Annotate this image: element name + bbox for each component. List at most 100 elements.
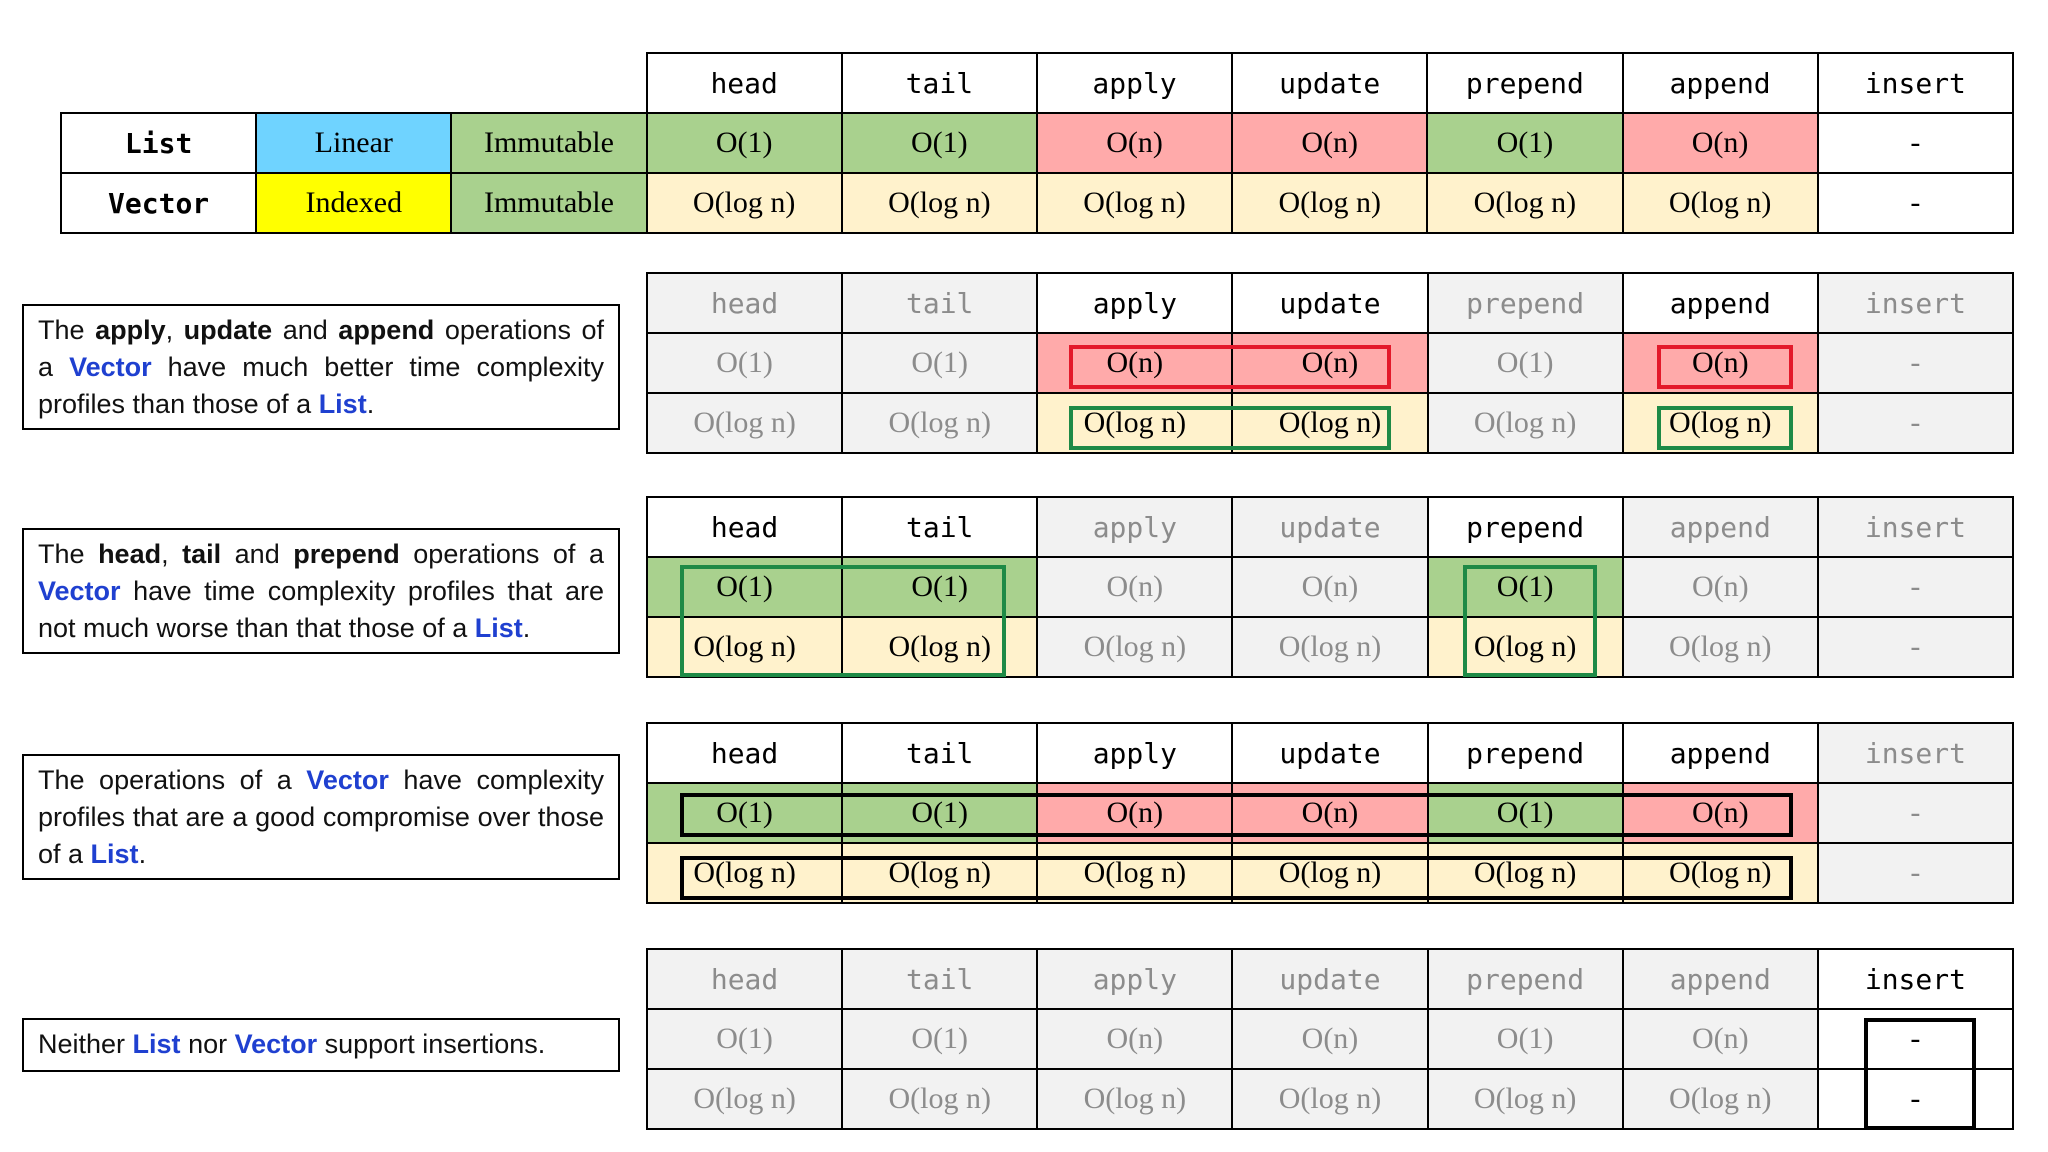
complexity-table-better: head tail apply update prepend append in… [645, 272, 2015, 454]
vector-update: O(log n) [1231, 392, 1429, 454]
vector-append: O(log n) [1621, 172, 1819, 234]
list-tail: O(1) [841, 556, 1039, 618]
vector-append: O(log n) [1621, 1068, 1819, 1130]
list-apply: O(n) [1036, 332, 1234, 394]
header-append: append [1621, 52, 1819, 114]
list-apply: O(n) [1036, 782, 1234, 844]
header-update: update [1231, 272, 1429, 334]
list-insert: - [1816, 1008, 2015, 1070]
note-compromise: The operations of a Vector have complexi… [22, 754, 620, 880]
list-append: O(n) [1621, 1008, 1819, 1070]
list-append: O(n) [1621, 556, 1819, 618]
list-insert: - [1816, 112, 2015, 174]
vector-prepend: O(log n) [1426, 392, 1624, 454]
vector-tail: O(log n) [841, 1068, 1039, 1130]
header-tail: tail [841, 948, 1039, 1010]
header-tail: tail [841, 272, 1039, 334]
mutability-vector: Immutable [450, 172, 648, 234]
list-head: O(1) [645, 556, 844, 618]
mutability-list: Immutable [450, 112, 648, 174]
vector-insert: - [1816, 842, 2015, 904]
header-update: update [1231, 948, 1429, 1010]
header-insert: insert [1816, 272, 2015, 334]
complexity-table-compromise: head tail apply update prepend append in… [645, 722, 2015, 904]
header-head: head [645, 496, 844, 558]
vector-insert: - [1816, 616, 2015, 678]
complexity-table-main: head tail apply update prepend append in… [59, 52, 2015, 234]
list-update: O(n) [1231, 332, 1429, 394]
list-insert: - [1816, 556, 2015, 618]
list-update: O(n) [1231, 782, 1429, 844]
list-tail: O(1) [840, 112, 1038, 174]
vector-update: O(log n) [1231, 1068, 1429, 1130]
vector-tail: O(log n) [841, 616, 1039, 678]
list-tail: O(1) [841, 1008, 1039, 1070]
header-head: head [645, 722, 844, 784]
kind-vector: Indexed [255, 172, 453, 234]
vector-tail: O(log n) [841, 842, 1039, 904]
list-apply: O(n) [1036, 556, 1234, 618]
list-apply: O(n) [1035, 112, 1234, 174]
vector-head: O(log n) [645, 616, 844, 678]
complexity-table-similar: head tail apply update prepend append in… [645, 496, 2015, 678]
vector-append: O(log n) [1621, 842, 1819, 904]
header-insert: insert [1816, 948, 2015, 1010]
vector-apply: O(log n) [1036, 842, 1234, 904]
vector-head: O(log n) [645, 392, 844, 454]
list-append: O(n) [1621, 332, 1819, 394]
list-tail: O(1) [841, 782, 1039, 844]
list-prepend: O(1) [1426, 332, 1624, 394]
header-update: update [1231, 52, 1429, 114]
header-insert: insert [1816, 496, 2015, 558]
list-update: O(n) [1231, 556, 1429, 618]
list-head: O(1) [645, 782, 844, 844]
list-head: O(1) [645, 1008, 844, 1070]
header-apply: apply [1035, 52, 1234, 114]
header-apply: apply [1036, 496, 1234, 558]
list-update: O(n) [1231, 1008, 1429, 1070]
header-append: append [1621, 496, 1819, 558]
vector-insert: - [1816, 172, 2015, 234]
list-insert: - [1816, 332, 2015, 394]
list-append: O(n) [1621, 782, 1819, 844]
header-prepend: prepend [1426, 948, 1624, 1010]
vector-prepend: O(log n) [1426, 1068, 1624, 1130]
header-update: update [1231, 496, 1429, 558]
row-name-vector: Vector [59, 172, 258, 234]
header-prepend: prepend [1426, 496, 1624, 558]
vector-insert: - [1816, 1068, 2015, 1130]
header-append: append [1621, 948, 1819, 1010]
note-similar-ops: The head, tail and prepend operations of… [22, 528, 620, 654]
vector-insert: - [1816, 392, 2015, 454]
vector-update: O(log n) [1231, 616, 1429, 678]
header-tail: tail [841, 722, 1039, 784]
list-prepend: O(1) [1426, 1008, 1624, 1070]
empty-cell [61, 53, 256, 113]
empty-cell [256, 53, 451, 113]
list-prepend: O(1) [1426, 112, 1624, 174]
header-append: append [1621, 272, 1819, 334]
header-tail: tail [841, 496, 1039, 558]
list-apply: O(n) [1036, 1008, 1234, 1070]
list-prepend: O(1) [1426, 782, 1624, 844]
vector-update: O(log n) [1231, 842, 1429, 904]
vector-prepend: O(log n) [1426, 842, 1624, 904]
list-prepend: O(1) [1426, 556, 1624, 618]
vector-apply: O(log n) [1035, 172, 1234, 234]
vector-head: O(log n) [645, 842, 844, 904]
vector-apply: O(log n) [1036, 392, 1234, 454]
header-head: head [645, 272, 844, 334]
list-insert: - [1816, 782, 2015, 844]
vector-append: O(log n) [1621, 616, 1819, 678]
header-append: append [1621, 722, 1819, 784]
vector-apply: O(log n) [1036, 1068, 1234, 1130]
header-head: head [645, 52, 843, 114]
vector-head: O(log n) [645, 1068, 844, 1130]
row-name-list: List [59, 112, 258, 174]
note-better-ops: The apply, update and append operations … [22, 304, 620, 430]
vector-head: O(log n) [645, 172, 843, 234]
vector-prepend: O(log n) [1426, 172, 1624, 234]
kind-list: Linear [255, 112, 453, 174]
note-insertions: Neither List nor Vector support insertio… [22, 1018, 620, 1072]
header-tail: tail [840, 52, 1038, 114]
